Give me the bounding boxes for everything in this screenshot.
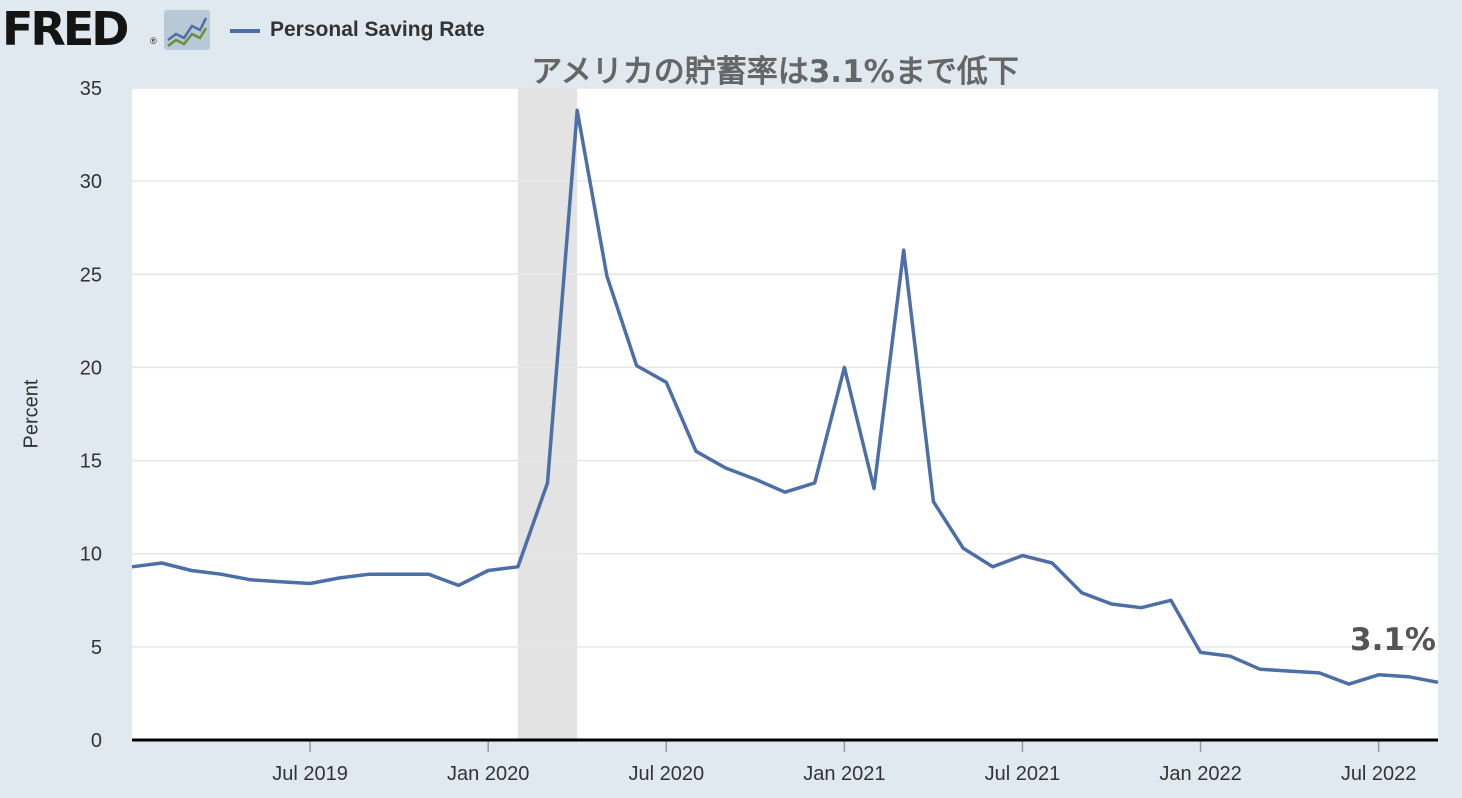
x-tick-label: Jul 2022	[1341, 763, 1417, 785]
last-value-annotation: 3.1%	[1350, 622, 1436, 658]
mini-chart-icon	[164, 10, 210, 50]
x-tick-label: Jul 2021	[985, 763, 1061, 785]
x-tick-label: Jul 2019	[272, 763, 348, 785]
y-axis-label: Percent	[20, 379, 43, 449]
fred-logo[interactable]: FRED	[2, 2, 129, 56]
x-tick-label: Jan 2022	[1159, 763, 1241, 785]
y-tick-label: 20	[80, 357, 102, 379]
legend-swatch	[230, 29, 260, 33]
registered-mark: ®	[150, 36, 157, 46]
x-tick-label: Jul 2020	[628, 763, 704, 785]
plot-area	[132, 88, 1438, 740]
y-tick-label: 25	[80, 264, 102, 286]
x-tick-label: Jan 2020	[447, 763, 529, 785]
y-tick-label: 0	[91, 730, 102, 752]
y-tick-label: 5	[91, 637, 102, 659]
y-tick-label: 15	[80, 451, 102, 473]
y-tick-label: 10	[80, 544, 102, 566]
header: FRED ® Personal Saving Rate	[0, 0, 1462, 60]
y-tick-label: 30	[80, 171, 102, 193]
x-tick-label: Jan 2021	[803, 763, 885, 785]
recession-band	[517, 88, 578, 740]
y-tick-label: 35	[80, 78, 102, 100]
chart-title: アメリカの貯蓄率は3.1%まで低下	[531, 54, 1019, 90]
legend-label: Personal Saving Rate	[270, 18, 485, 41]
series-line[interactable]	[131, 108, 1439, 686]
